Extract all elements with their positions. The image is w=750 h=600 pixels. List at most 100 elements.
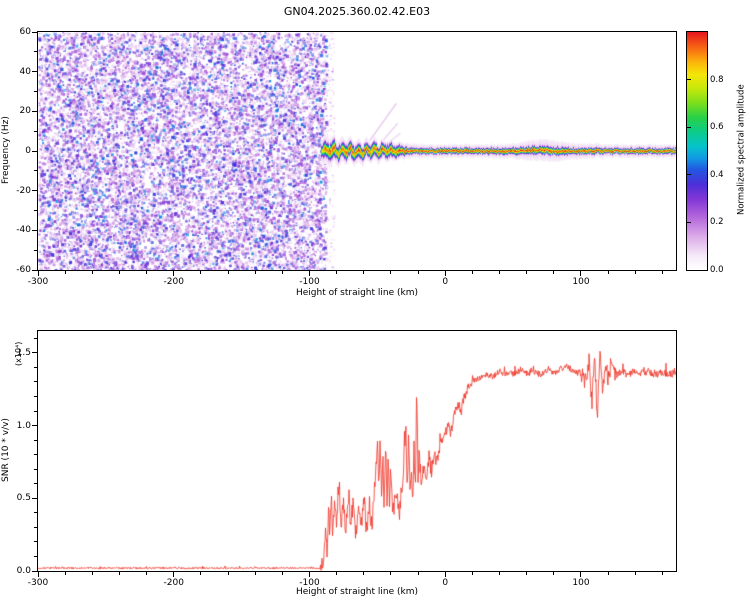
y-tick-label: -20 [16,185,31,196]
y-minor-tick [34,337,37,339]
x-minor-tick [499,271,501,274]
y-minor-tick [34,468,37,470]
y-tick [32,425,37,427]
x-minor-tick [363,271,365,274]
x-minor-tick [471,572,473,575]
x-tick [173,572,175,577]
x-minor-tick [91,572,93,575]
x-minor-tick [390,271,392,274]
y-tick-label: 40 [19,66,31,77]
y-tick [32,497,37,499]
y-minor-tick [34,366,37,368]
x-tick-label: -300 [27,277,49,287]
colorbar-tick [687,221,691,223]
x-minor-tick [390,572,392,575]
x-tick [308,271,310,276]
y-tick [32,110,37,112]
x-tick [37,271,39,276]
y-minor-tick [34,249,37,251]
x-tick [37,572,39,577]
y-minor-tick [34,210,37,211]
x-minor-tick [661,271,663,274]
y-tick-label: -40 [16,225,31,236]
x-minor-tick [634,271,636,274]
x-minor-tick [417,572,419,575]
x-tick-label: -100 [299,277,320,287]
snr-x-axis-label: Height of straight line (km) [296,587,418,597]
x-minor-tick [227,271,229,274]
x-tick-label: 0 [442,277,449,287]
x-minor-tick [634,572,636,575]
y-minor-tick [34,526,37,528]
y-minor-tick [34,512,37,514]
y-minor-tick [34,454,37,456]
x-minor-tick [281,271,283,274]
y-tick [32,570,37,572]
x-tick-label: 0 [442,578,449,588]
x-tick-label: -300 [27,578,49,588]
x-tick [444,572,446,577]
y-minor-tick [34,51,37,53]
colorbar-tick-label: 0.6 [710,122,724,133]
y-minor-tick [34,91,37,92]
y-tick-label: 0 [25,146,31,156]
y-tick-label: 60 [19,27,31,37]
x-minor-tick [471,271,473,274]
colorbar-tick [687,126,691,128]
x-minor-tick [336,572,338,575]
y-minor-tick [34,170,37,172]
spectrogram-y-axis-label: Frequency (Hz) [1,116,11,184]
y-minor-tick [34,395,37,397]
colorbar-tick [687,79,691,81]
snr-y-axis-label: SNR (10 * v/v) [1,418,11,482]
spectrogram-canvas [38,32,676,270]
y-tick [32,190,37,192]
colorbar-tick [687,174,691,176]
colorbar-tick-label: 0.8 [710,74,724,85]
x-tick [580,271,582,276]
y-tick [32,229,37,231]
y-tick [32,269,37,271]
x-tick-label: -200 [163,578,184,588]
snr-plot-area [37,330,677,572]
y-tick [32,71,37,73]
x-tick-label: 100 [572,578,590,588]
colorbar-tick-label: 0.2 [710,217,724,228]
x-minor-tick [91,271,93,274]
x-minor-tick [417,271,419,274]
y-minor-tick [34,381,37,383]
figure-title: GN04.2025.360.02.42.E03 [283,5,431,18]
y-tick-label: 1.0 [16,420,31,431]
x-minor-tick [146,271,148,274]
y-minor-tick [34,439,37,441]
x-minor-tick [64,572,66,575]
y-tick [32,31,37,33]
x-minor-tick [227,572,229,575]
x-tick [308,572,310,577]
x-minor-tick [607,271,609,274]
x-minor-tick [118,572,120,575]
x-minor-tick [553,572,555,575]
x-minor-tick [499,572,501,575]
x-minor-tick [526,572,528,575]
x-minor-tick [146,572,148,575]
x-tick [173,271,175,276]
x-minor-tick [553,271,555,274]
x-minor-tick [254,271,256,274]
x-minor-tick [661,572,663,575]
y-tick-label: 0.0 [16,566,31,576]
y-minor-tick [34,541,37,543]
colorbar-tick-label: 0.4 [710,169,724,180]
y-minor-tick [34,555,37,557]
colorbar [686,31,708,271]
y-tick [32,352,37,354]
x-minor-tick [200,572,202,575]
x-minor-tick [281,572,283,575]
y-tick [32,150,37,152]
x-minor-tick [363,572,365,575]
colorbar-tick-label: 0.0 [710,265,724,275]
x-minor-tick [118,271,120,274]
y-minor-tick [34,483,37,485]
colorbar-label: Normalized spectral amplitude [736,84,747,216]
snr-canvas [38,331,676,571]
